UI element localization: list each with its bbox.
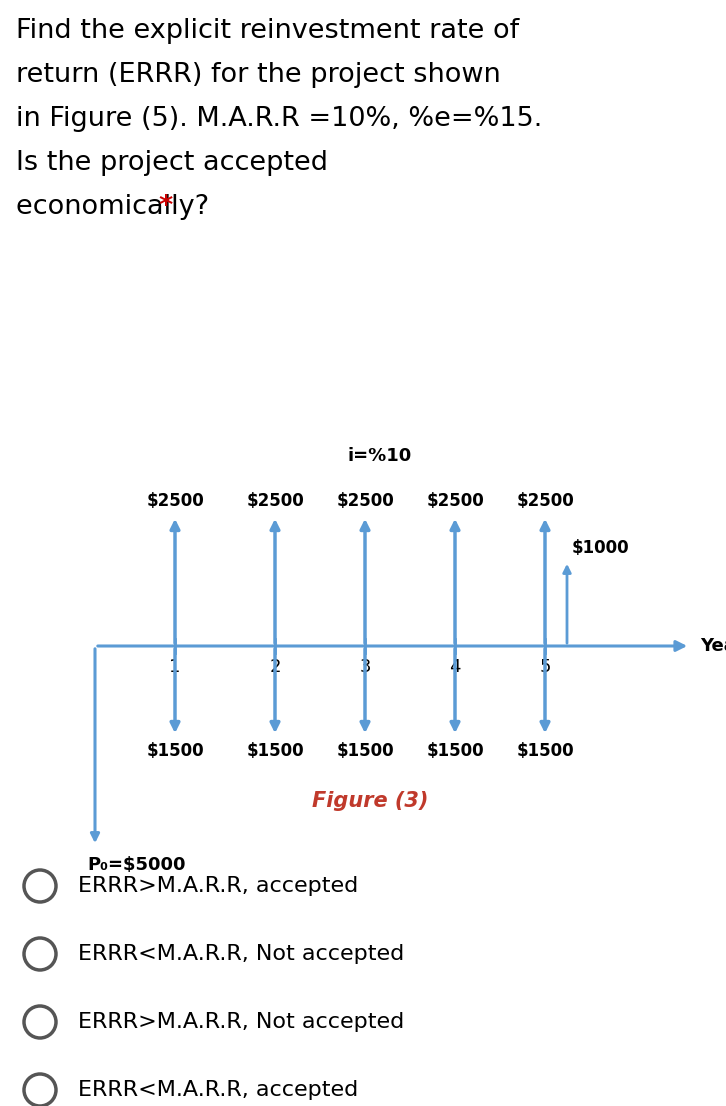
Text: 4: 4 [449,658,461,676]
Text: $2500: $2500 [426,492,484,510]
Text: 3: 3 [359,658,371,676]
Text: Years: Years [700,637,726,655]
Text: $1500: $1500 [336,742,393,760]
Text: 5: 5 [539,658,551,676]
Text: $2500: $2500 [516,492,574,510]
Text: return (ERRR) for the project shown: return (ERRR) for the project shown [16,62,501,88]
Text: *: * [158,194,173,220]
Text: $1500: $1500 [516,742,574,760]
Text: $2500: $2500 [146,492,204,510]
Text: Find the explicit reinvestment rate of: Find the explicit reinvestment rate of [16,18,519,44]
Text: $1500: $1500 [146,742,204,760]
Text: Is the project accepted: Is the project accepted [16,150,328,176]
Text: ERRR>M.A.R.R, accepted: ERRR>M.A.R.R, accepted [78,876,358,896]
Text: ERRR>M.A.R.R, Not accepted: ERRR>M.A.R.R, Not accepted [78,1012,404,1032]
Text: i=%10: i=%10 [348,447,412,465]
Text: $1500: $1500 [246,742,303,760]
Text: $1500: $1500 [426,742,484,760]
Text: in Figure (5). M.A.R.R =10%, %e=%15.: in Figure (5). M.A.R.R =10%, %e=%15. [16,106,542,132]
Text: 1: 1 [169,658,181,676]
Text: ERRR<M.A.R.R, accepted: ERRR<M.A.R.R, accepted [78,1079,358,1100]
Text: economically?: economically? [16,194,218,220]
Text: $2500: $2500 [246,492,304,510]
Text: $2500: $2500 [336,492,394,510]
Text: Figure (3): Figure (3) [311,791,428,811]
Text: $1000: $1000 [572,539,629,557]
Text: 2: 2 [269,658,281,676]
Text: ERRR<M.A.R.R, Not accepted: ERRR<M.A.R.R, Not accepted [78,945,404,964]
Text: P₀=$5000: P₀=$5000 [87,856,186,874]
